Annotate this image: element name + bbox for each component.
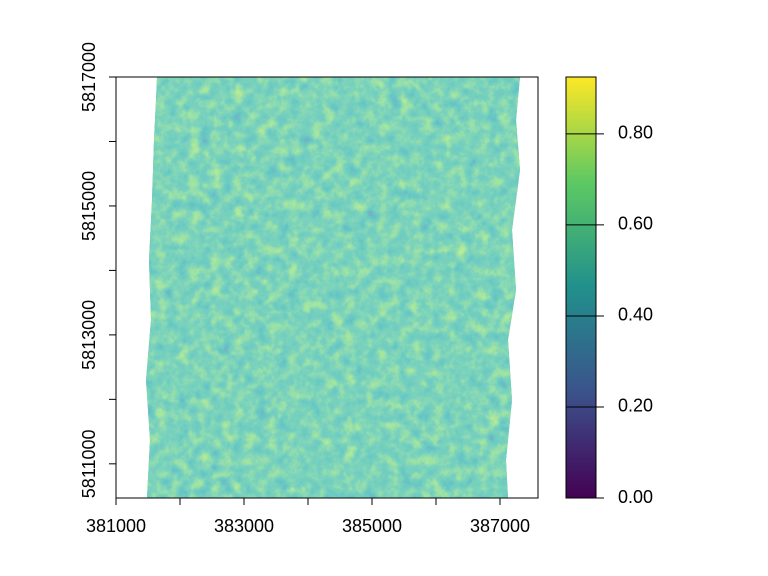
colorbar-tick-label: 0.40 xyxy=(618,305,653,325)
colorbar-tick-label: 0.00 xyxy=(618,487,653,507)
colorbar-tick-label: 0.20 xyxy=(618,396,653,416)
colorbar-tick-label: 0.60 xyxy=(618,214,653,234)
y-tick-label: 5813000 xyxy=(79,300,99,370)
colorbar xyxy=(565,76,597,499)
plot-frame xyxy=(115,76,539,499)
y-tick-label: 5817000 xyxy=(79,42,99,112)
colorbar-tick-label: 0.80 xyxy=(618,123,653,143)
x-tick-label: 381000 xyxy=(86,516,146,536)
raster xyxy=(146,77,520,498)
y-tick-label: 5811000 xyxy=(79,429,99,498)
x-tick-label: 383000 xyxy=(214,516,274,536)
x-tick-label: 385000 xyxy=(342,516,402,536)
x-tick-label: 387000 xyxy=(470,516,530,536)
y-tick-label: 5815000 xyxy=(79,171,99,241)
